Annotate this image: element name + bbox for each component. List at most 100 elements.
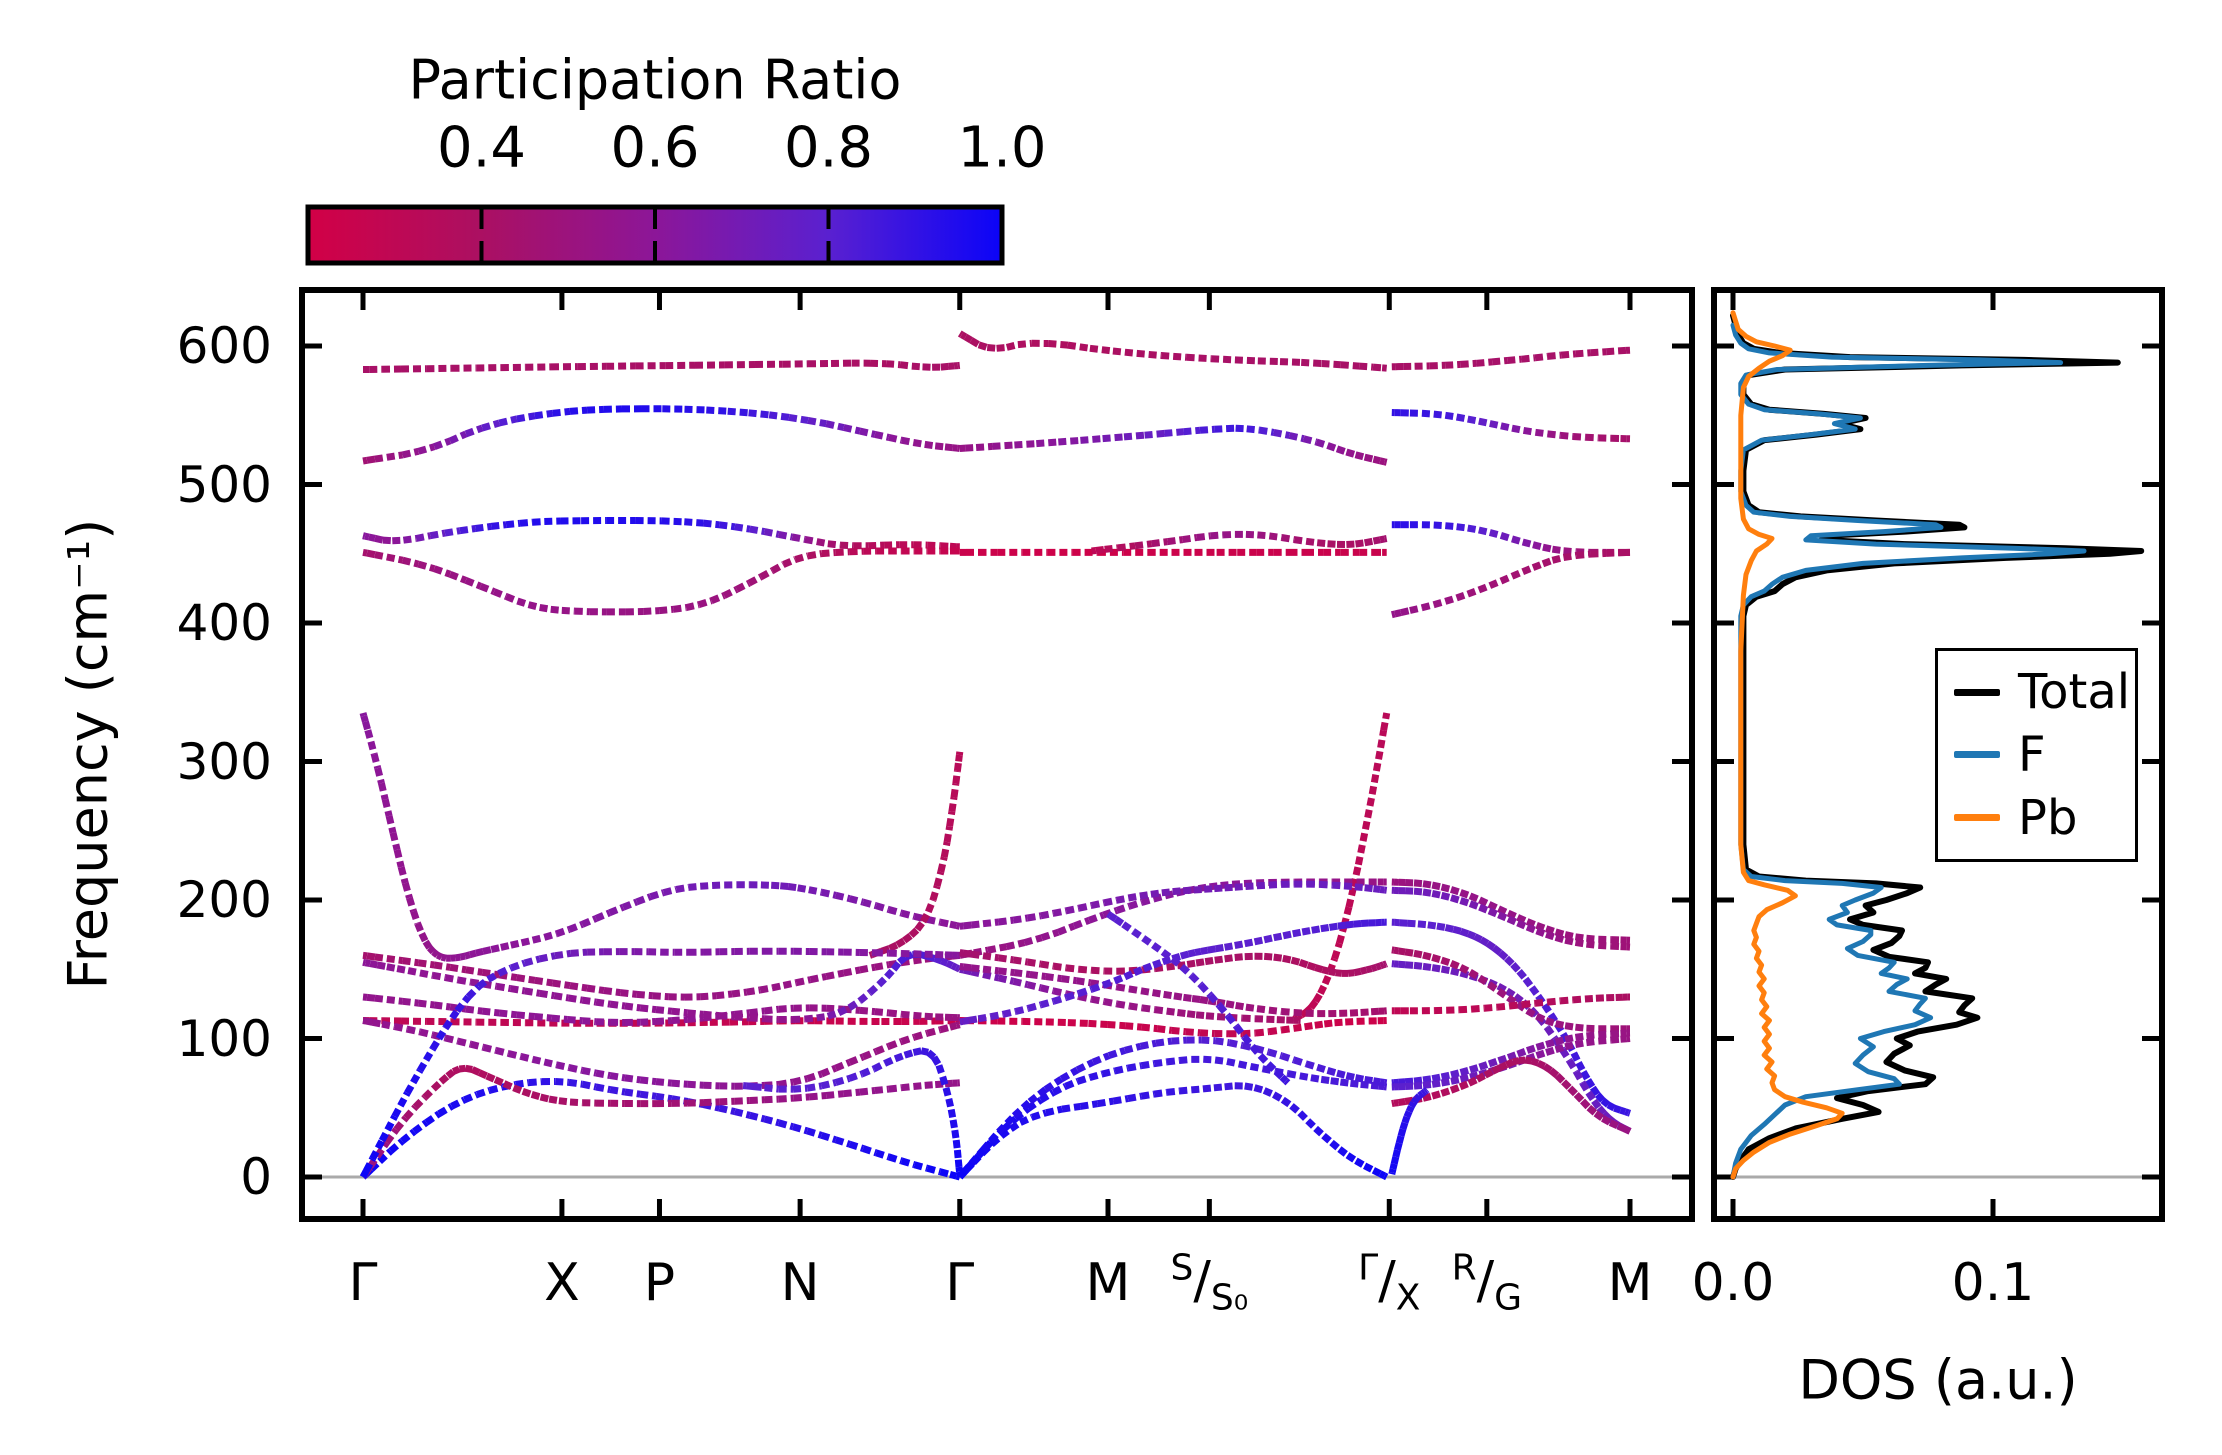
band-segment [880,945,891,955]
band-segment [1545,930,1557,941]
band-segment [1155,1037,1172,1047]
band-segment [962,1016,970,1025]
band-segment [734,1097,750,1105]
band-segment [1393,1099,1399,1107]
band-segment [1127,1062,1142,1072]
band-segment [1392,1149,1401,1158]
band-segment [538,952,556,963]
band-segment [555,1078,570,1086]
band-segment [1431,964,1443,973]
band-segment [1617,346,1627,355]
band-segment [1475,1072,1487,1083]
band-segment [992,441,1015,450]
band-segment [887,1038,903,1050]
band-segment [1496,1002,1510,1011]
band-segment [433,1001,451,1011]
band-segment [1570,1051,1582,1065]
band-segment [401,882,413,899]
band-segment [1593,1110,1605,1122]
band-segment [1213,1083,1225,1092]
band-segment [764,1095,779,1104]
band-segment [942,1087,953,1100]
band-segment [558,1097,571,1106]
y-tick-label: 400 [176,594,272,652]
band-segment [944,443,953,452]
band-segment [1107,1047,1126,1059]
band-segment [1310,1074,1322,1083]
band-segment [465,966,483,976]
band-segment [396,965,409,975]
band-segment [998,967,1015,977]
band-segment [1572,433,1586,441]
band-segment [1360,1080,1372,1089]
dos-tick-label: 0.0 [1691,1253,1775,1313]
band-segment [952,444,958,452]
band-segment [662,886,678,896]
band-segment [1478,526,1491,536]
band-segment [1496,988,1511,1001]
band-segment [1057,922,1076,936]
band-segment [1353,920,1362,928]
band-segment [820,1131,837,1144]
band-segment [376,961,388,971]
band-segment [1422,962,1433,972]
band-segment [1579,1098,1592,1111]
band-segment [1398,960,1406,969]
band-segment [449,963,467,974]
band-segment [1459,969,1471,979]
band-segment [1253,1084,1266,1094]
band-segment [510,959,526,972]
band-segment [1045,973,1062,983]
band-segment [1421,409,1434,418]
band-segment [1306,961,1317,971]
band-segment [1616,1122,1626,1132]
band-segment [1535,1041,1548,1051]
band-segment [1535,1049,1548,1059]
band-segment [952,770,961,785]
band-segment [1564,1041,1577,1051]
band-segment [1459,1066,1471,1076]
band-segment [459,525,476,535]
band-segment [1076,1074,1091,1085]
band-segment [1253,936,1265,946]
band-segment [1504,955,1516,967]
band-segment [381,798,393,817]
band-segment [1065,964,1080,973]
band-segment [1525,1007,1539,1020]
band-segment [570,948,588,957]
band-segment [448,430,468,445]
band-segment [362,951,368,960]
band-segment [485,1072,497,1083]
band-segment [1547,430,1561,439]
band-segment [1359,966,1368,975]
band-segment [1271,1091,1285,1103]
band-segment [1345,920,1354,929]
band-segment [1234,953,1246,961]
band-segment [507,1050,522,1060]
band-segment [900,1033,916,1045]
band-segment [1497,905,1510,917]
band-segment [955,1166,963,1173]
band-segment [1332,881,1345,890]
y-tick-label: 600 [176,317,272,375]
band-segment [959,1017,964,1026]
band-segment [1319,880,1333,889]
band-segment [1440,1071,1452,1081]
band-segment [859,1087,876,1096]
band-segment [969,337,981,348]
band-segment [481,419,501,432]
band-segment [722,586,739,599]
band-segment [1106,911,1113,919]
band-segment [366,952,376,961]
band-segment [1596,1105,1607,1116]
band-segment [1359,817,1372,842]
band-segment [703,1010,720,1020]
band-segment [1573,1092,1586,1104]
band-segment [1354,840,1367,866]
band-segment [1350,863,1362,888]
band-segment [392,536,404,545]
band-segment [1368,770,1380,795]
band-segment [1279,358,1302,366]
band-segment [848,1053,865,1066]
band-segment [792,1123,809,1135]
